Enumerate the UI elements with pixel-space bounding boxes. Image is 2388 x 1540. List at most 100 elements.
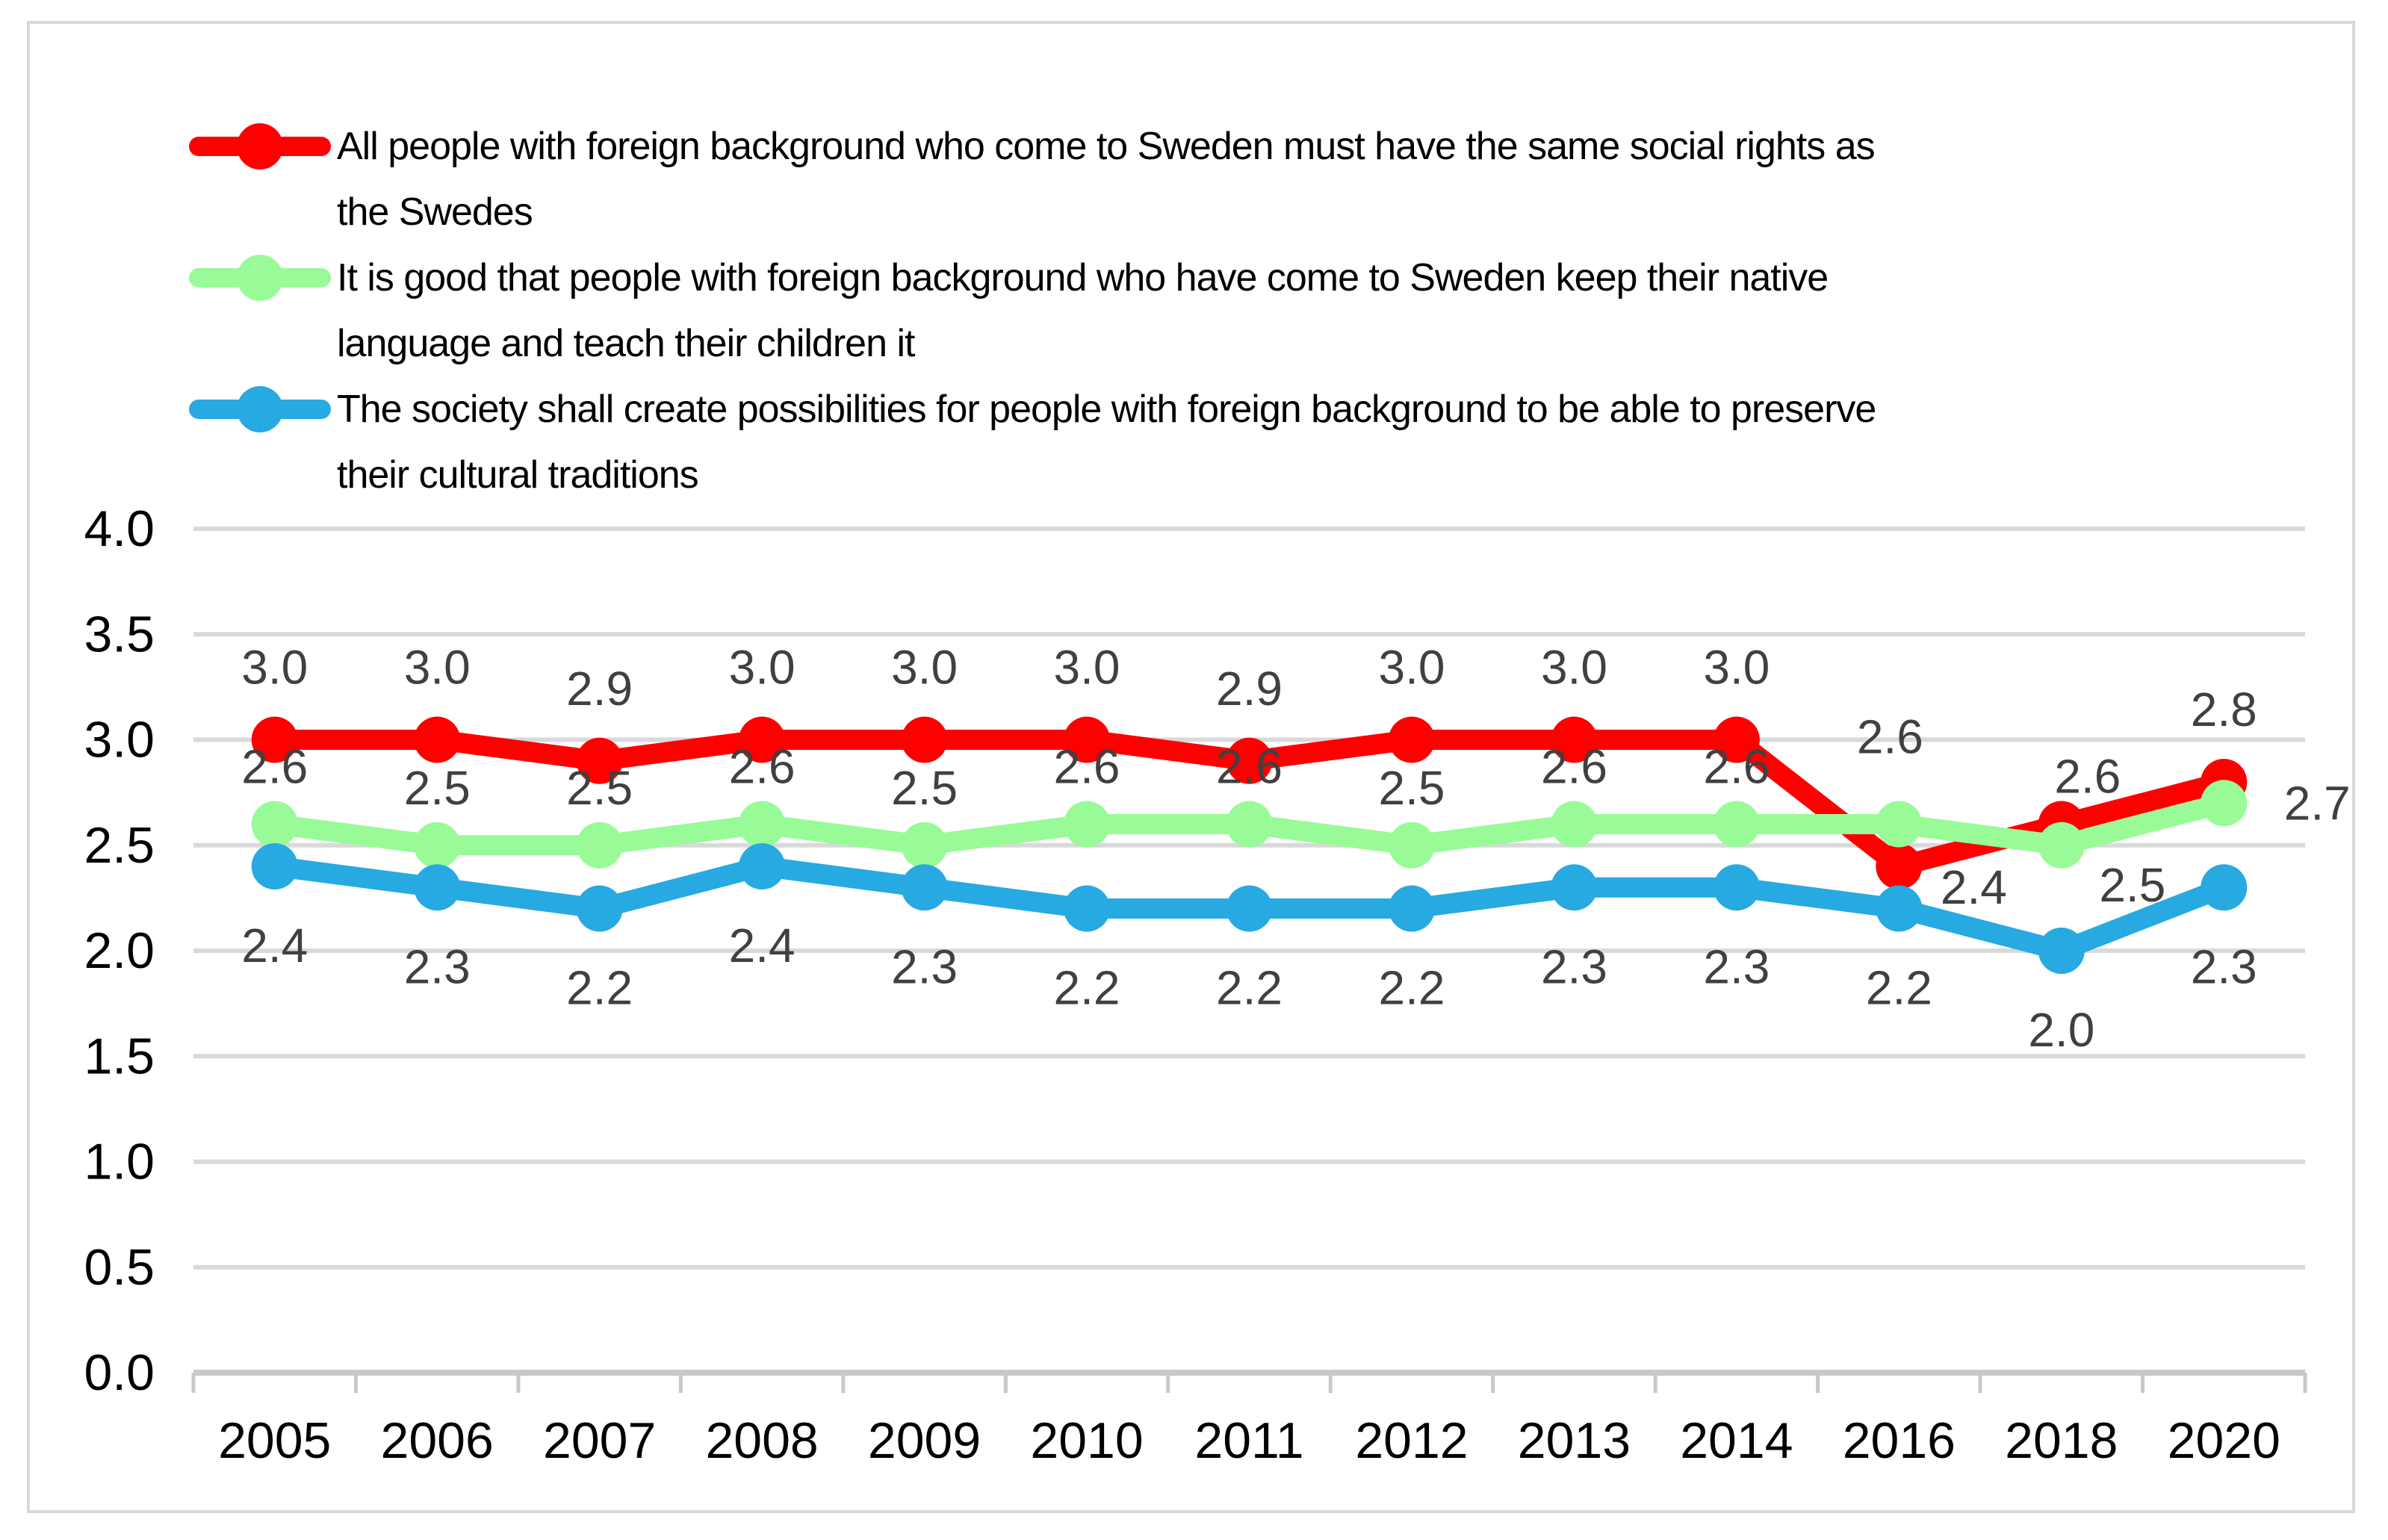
data-point xyxy=(414,822,461,869)
data-point xyxy=(414,864,461,911)
data-point xyxy=(1713,801,1760,848)
data-point xyxy=(1551,864,1598,911)
data-label: 3.0 xyxy=(1541,641,1607,695)
data-label: 2.2 xyxy=(1378,961,1445,1015)
data-point xyxy=(1876,801,1923,848)
data-label: 2.3 xyxy=(1541,940,1607,993)
y-tick-label: 2.5 xyxy=(84,817,155,874)
data-point xyxy=(251,716,298,763)
data-point xyxy=(739,801,786,848)
x-tick-label: 2016 xyxy=(1843,1412,1956,1469)
data-label: 2.4 xyxy=(1941,860,2007,914)
data-label: 3.0 xyxy=(404,641,471,695)
data-label: 2.5 xyxy=(891,761,958,815)
x-tick-label: 2012 xyxy=(1355,1412,1468,1469)
data-point xyxy=(576,737,623,784)
data-label: 2.5 xyxy=(404,761,471,815)
x-tick-label: 2009 xyxy=(868,1412,981,1469)
y-tick-label: 0.5 xyxy=(84,1239,155,1296)
data-point xyxy=(1388,716,1435,763)
data-label: 2.9 xyxy=(1216,662,1283,715)
data-label: 2.5 xyxy=(2099,858,2165,912)
y-tick-label: 1.0 xyxy=(84,1134,155,1190)
data-label: 2.6 xyxy=(241,740,308,794)
x-tick-label: 2013 xyxy=(1518,1412,1631,1469)
x-tick-label: 2014 xyxy=(1680,1412,1793,1469)
data-label: 2.6 xyxy=(2054,750,2121,804)
data-label: 2.6 xyxy=(1857,710,1923,764)
data-label: 3.0 xyxy=(891,641,958,695)
data-point xyxy=(576,885,623,932)
data-point xyxy=(1876,843,1923,889)
data-point xyxy=(901,716,948,763)
data-point xyxy=(1226,737,1273,784)
data-label: 3.0 xyxy=(1703,641,1770,695)
data-point xyxy=(2038,928,2085,974)
data-label: 3.0 xyxy=(241,641,308,695)
data-label: 2.8 xyxy=(2191,683,2257,736)
legend-dot-icon xyxy=(237,386,283,432)
data-label: 2.9 xyxy=(566,662,633,715)
legend-label: It is good that people with foreign back… xyxy=(337,256,1829,365)
data-point xyxy=(2201,780,2248,827)
data-point xyxy=(1388,885,1435,932)
y-tick-label: 4.0 xyxy=(84,500,155,557)
data-label: 2.2 xyxy=(1054,961,1120,1015)
legend-marker-icon xyxy=(189,376,331,442)
data-label: 3.0 xyxy=(1378,641,1445,695)
legend: All people with foreign background who c… xyxy=(189,114,1876,508)
data-point xyxy=(901,822,948,869)
data-point xyxy=(2038,822,2085,869)
data-point xyxy=(1226,885,1273,932)
legend-dot-icon xyxy=(237,123,283,170)
data-label: 2.6 xyxy=(1541,740,1607,794)
data-point xyxy=(1064,716,1111,763)
data-point xyxy=(2201,864,2248,911)
data-label: 2.3 xyxy=(891,940,958,993)
data-point xyxy=(576,822,623,869)
data-label: 2.3 xyxy=(404,940,471,993)
y-tick-label: 0.0 xyxy=(84,1344,155,1401)
data-label: 2.6 xyxy=(1054,740,1120,794)
data-point xyxy=(1713,864,1760,911)
data-point xyxy=(1551,716,1598,763)
data-label: 2.6 xyxy=(1216,740,1283,794)
data-label: 3.0 xyxy=(729,641,796,695)
y-tick-label: 3.5 xyxy=(84,606,155,662)
data-point xyxy=(1226,801,1273,848)
x-tick-label: 2007 xyxy=(543,1412,656,1469)
legend-label: The society shall create possibilities f… xyxy=(337,388,1876,497)
data-point xyxy=(1551,801,1598,848)
data-label: 2.2 xyxy=(1866,961,1932,1015)
data-label: 2.0 xyxy=(2028,1003,2094,1057)
data-label: 2.7 xyxy=(2284,776,2351,830)
legend-dot-icon xyxy=(237,255,283,301)
x-tick-label: 2005 xyxy=(218,1412,331,1469)
legend-label: All people with foreign background who c… xyxy=(337,125,1876,234)
data-point xyxy=(901,864,948,911)
data-point xyxy=(1876,885,1923,932)
y-tick-label: 3.0 xyxy=(84,712,155,769)
x-tick-label: 2010 xyxy=(1030,1412,1143,1469)
data-label: 2.5 xyxy=(1378,761,1445,815)
legend-item-2: The society shall create possibilities f… xyxy=(189,376,1876,508)
data-point xyxy=(414,716,461,763)
data-point xyxy=(1388,822,1435,869)
x-tick-label: 2006 xyxy=(381,1412,494,1469)
data-label: 2.3 xyxy=(1703,940,1770,993)
data-label: 2.4 xyxy=(729,919,796,972)
y-tick-label: 1.5 xyxy=(84,1028,155,1084)
y-tick-label: 2.0 xyxy=(84,922,155,979)
chart-border-frame xyxy=(27,21,2355,1513)
data-point xyxy=(739,843,786,889)
data-label: 2.2 xyxy=(566,961,633,1015)
data-label: 2.6 xyxy=(1703,740,1770,794)
legend-marker-icon xyxy=(189,114,331,179)
data-label: 2.5 xyxy=(566,761,633,815)
data-label: 3.0 xyxy=(1054,641,1120,695)
x-tick-label: 2008 xyxy=(705,1412,818,1469)
data-point xyxy=(739,716,786,763)
data-label: 2.2 xyxy=(1216,961,1283,1015)
